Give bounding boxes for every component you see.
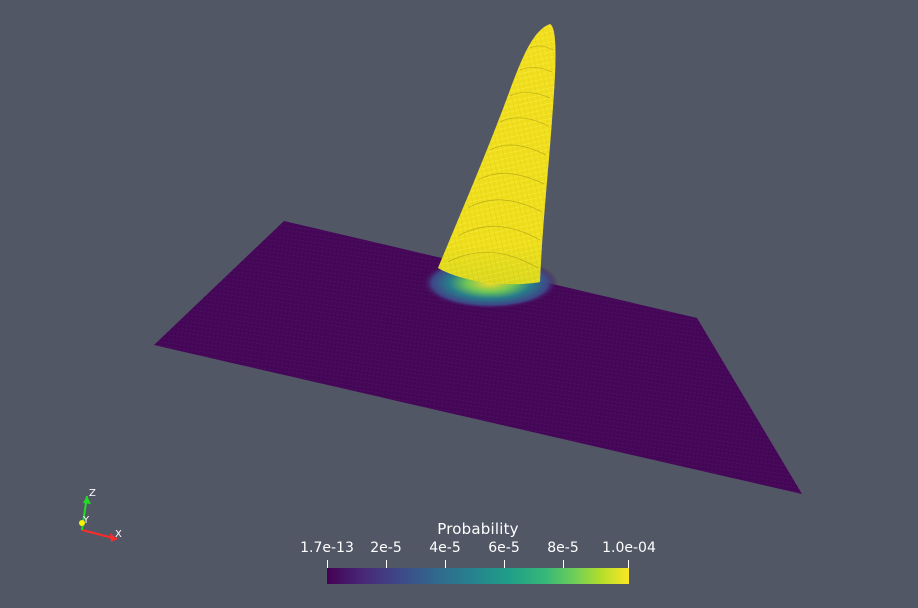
colorbar-tick-mark [386,560,387,568]
colorbar-legend: Probability 1.7e-13 2e-5 4e-5 6e-5 8e-5 … [298,518,658,588]
y-axis-marker [79,520,85,526]
x-axis-label: X [115,529,122,540]
colorbar-tick-mark [504,560,505,568]
axes-orientation-widget [79,495,118,542]
colorbar-tick-mark [327,560,328,568]
z-axis-arrow [83,496,91,504]
surface-plane [154,221,802,494]
axes-labels: Z Y X [70,482,130,544]
colorbar-title: Probability [437,520,519,538]
colorbar-tick-label: 8e-5 [547,540,579,556]
x-axis-arrow [110,533,117,542]
colorbar-tick-mark [628,560,629,568]
colorbar-gradient [327,568,629,584]
colorbar-tick-label: 6e-5 [488,540,520,556]
y-axis-label: Y [83,515,90,526]
colorbar-tick-label: 4e-5 [429,540,461,556]
colorbar-tick-mark [563,560,564,568]
z-axis-label: Z [89,488,96,499]
colorbar-tick-mark [445,560,446,568]
colorbar-tick-label: 2e-5 [370,540,402,556]
colorbar-tick-label: 1.0e-04 [602,540,656,556]
colorbar-tick-label: 1.7e-13 [300,540,354,556]
